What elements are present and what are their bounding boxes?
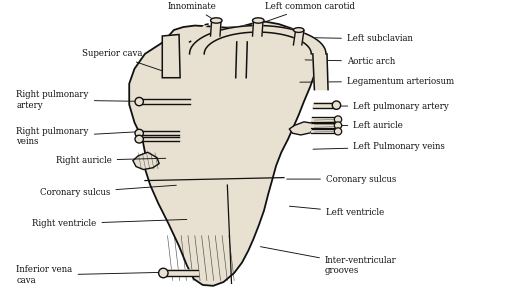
Text: Coronary sulcus: Coronary sulcus [287, 174, 396, 184]
Ellipse shape [335, 128, 342, 135]
Text: Innominate: Innominate [168, 2, 217, 21]
Polygon shape [311, 129, 337, 134]
Text: Right auricle: Right auricle [56, 156, 166, 165]
Text: Left auricle: Left auricle [313, 121, 403, 130]
Polygon shape [313, 54, 328, 90]
Text: Legamentum arteriosum: Legamentum arteriosum [300, 77, 454, 86]
Polygon shape [311, 117, 337, 122]
Text: Right pulmonary
veins: Right pulmonary veins [16, 127, 142, 146]
Polygon shape [189, 24, 208, 42]
Ellipse shape [335, 116, 342, 123]
Polygon shape [189, 26, 326, 54]
Polygon shape [236, 42, 247, 78]
Ellipse shape [210, 18, 222, 23]
Text: Inferior vena
cava: Inferior vena cava [16, 265, 171, 285]
Polygon shape [133, 152, 159, 170]
Ellipse shape [252, 18, 264, 23]
Polygon shape [289, 122, 315, 135]
Text: Right pulmonary
artery: Right pulmonary artery [16, 90, 155, 110]
Text: Left common carotid: Left common carotid [265, 2, 355, 22]
Polygon shape [129, 22, 318, 286]
Polygon shape [163, 34, 180, 78]
Text: Left ventricle: Left ventricle [289, 206, 384, 217]
Ellipse shape [135, 129, 144, 137]
Text: Left subclavian: Left subclavian [302, 34, 413, 44]
Text: Left Pulmonary veins: Left Pulmonary veins [313, 142, 445, 151]
Text: Aortic arch: Aortic arch [305, 57, 395, 66]
Polygon shape [141, 137, 179, 141]
Text: Inter-ventricular
grooves: Inter-ventricular grooves [260, 247, 397, 275]
Text: Superior cava: Superior cava [82, 49, 171, 74]
Polygon shape [294, 30, 304, 45]
Ellipse shape [335, 122, 342, 129]
Ellipse shape [294, 28, 304, 32]
Polygon shape [252, 21, 263, 36]
Ellipse shape [159, 268, 168, 278]
Ellipse shape [135, 97, 144, 106]
Text: Left pulmonary artery: Left pulmonary artery [318, 102, 449, 110]
Polygon shape [141, 131, 179, 135]
Text: Coronary sulcus: Coronary sulcus [40, 185, 176, 197]
Polygon shape [141, 99, 189, 104]
Ellipse shape [332, 101, 341, 109]
Ellipse shape [135, 135, 144, 143]
Polygon shape [313, 103, 335, 108]
Text: Right ventricle: Right ventricle [32, 219, 187, 228]
Polygon shape [166, 270, 198, 276]
Polygon shape [210, 21, 221, 36]
Polygon shape [311, 123, 337, 127]
